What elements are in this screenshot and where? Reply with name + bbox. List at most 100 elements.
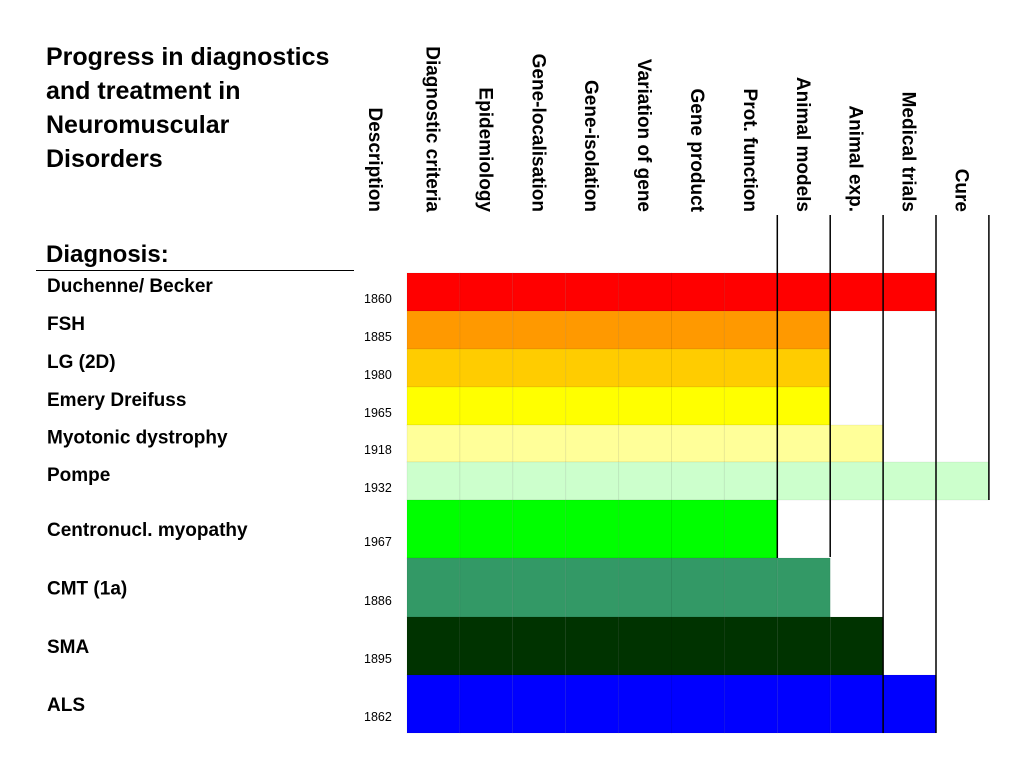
progress-cell (671, 272, 725, 312)
disorder-label: Centronucl. myopathy (47, 520, 248, 541)
progress-cell (671, 616, 725, 676)
stage-label-gene-isolation: Gene-isolation (580, 80, 601, 212)
heading-divider (36, 270, 354, 271)
progress-cell (565, 348, 620, 388)
progress-cell (459, 424, 514, 463)
year-label: 1980 (364, 368, 392, 382)
progress-cell (618, 310, 672, 350)
progress-cell (512, 499, 567, 559)
progress-cell (723, 616, 778, 676)
progress-cell (512, 424, 567, 463)
progress-cell (618, 386, 672, 426)
progress-cell (776, 386, 831, 426)
progress-cell (512, 310, 567, 350)
progress-cell (406, 616, 461, 676)
progress-cell (829, 424, 884, 463)
progress-cell (671, 499, 725, 559)
disorder-label: SMA (47, 637, 90, 658)
year-label: 1965 (364, 406, 392, 420)
progress-cell (565, 616, 620, 676)
year-label: 1932 (364, 481, 392, 495)
progress-cell (512, 272, 567, 312)
progress-cell (565, 461, 620, 501)
progress-cell (618, 348, 672, 388)
progress-cell (776, 424, 831, 463)
disorder-label: Pompe (47, 465, 110, 486)
progress-cell (723, 348, 778, 388)
disorder-label: CMT (1a) (47, 579, 127, 600)
progress-cell (512, 674, 567, 734)
progress-cell (406, 557, 461, 618)
progress-cell (618, 674, 672, 734)
year-label: 1862 (364, 710, 392, 724)
progress-cell (671, 310, 725, 350)
progress-cell (512, 386, 567, 426)
progress-cell (565, 557, 620, 618)
progress-cell (459, 616, 514, 676)
progress-cell (565, 499, 620, 559)
progress-cell (406, 272, 461, 312)
stage-label-description: Description (364, 107, 385, 212)
progress-cell (935, 461, 990, 501)
year-label: 1895 (364, 652, 392, 666)
progress-cell (829, 461, 884, 501)
progress-cell (459, 272, 514, 312)
year-label: 1885 (364, 330, 392, 344)
stage-label-variation-of-gene: Variation of gene (633, 59, 654, 212)
progress-cell (776, 674, 831, 734)
progress-cell (618, 424, 672, 463)
diagnosis-heading: Diagnosis: (46, 241, 169, 268)
progress-cell (459, 348, 514, 388)
progress-cell (459, 310, 514, 350)
progress-cell (565, 424, 620, 463)
progress-cell (723, 461, 778, 501)
progress-cell (459, 674, 514, 734)
progress-cell (829, 674, 884, 734)
progress-cell (723, 386, 778, 426)
progress-cell (776, 272, 831, 312)
progress-cell (406, 674, 461, 734)
disorder-label: ALS (47, 695, 85, 716)
progress-cell (882, 674, 937, 734)
disorder-label: FSH (47, 314, 85, 335)
progress-cell (671, 557, 725, 618)
progress-cell (459, 386, 514, 426)
year-label: 1860 (364, 292, 392, 306)
progress-cell (723, 272, 778, 312)
stage-label-prot-function: Prot. function (739, 89, 760, 212)
progress-cell (565, 310, 620, 350)
progress-cell (829, 616, 884, 676)
year-label: 1967 (364, 535, 392, 549)
stage-label-cure: Cure (950, 169, 971, 212)
stage-label-medical-trials: Medical trials (898, 92, 919, 212)
progress-cell (459, 499, 514, 559)
progress-cell (406, 424, 461, 463)
disorder-label: Myotonic dystrophy (47, 428, 228, 449)
progress-cell (618, 616, 672, 676)
progress-cell (512, 461, 567, 501)
disorder-label: Duchenne/ Becker (47, 276, 213, 297)
stage-label-gene-localisation: Gene-localisation (527, 54, 548, 212)
stage-label-animal-exp-: Animal exp. (845, 105, 866, 212)
progress-cell (618, 272, 672, 312)
stage-label-animal-models: Animal models (792, 77, 813, 212)
progress-cell (776, 310, 831, 350)
disorder-label: Emery Dreifuss (47, 390, 186, 411)
progress-cell (512, 616, 567, 676)
progress-cell (671, 674, 725, 734)
progress-cell (671, 424, 725, 463)
progress-cell (723, 499, 778, 559)
slide-title: Progress in diagnostics and treatment in… (46, 43, 330, 173)
progress-cell (882, 461, 937, 501)
progress-cell (512, 557, 567, 618)
progress-cell (882, 272, 937, 312)
progress-cell (776, 348, 831, 388)
progress-cell (776, 461, 831, 501)
progress-cell (406, 499, 461, 559)
progress-cell (776, 557, 831, 618)
progress-cell (618, 499, 672, 559)
progress-cell (406, 310, 461, 350)
progress-cell (459, 461, 514, 501)
progress-cell (829, 272, 884, 312)
